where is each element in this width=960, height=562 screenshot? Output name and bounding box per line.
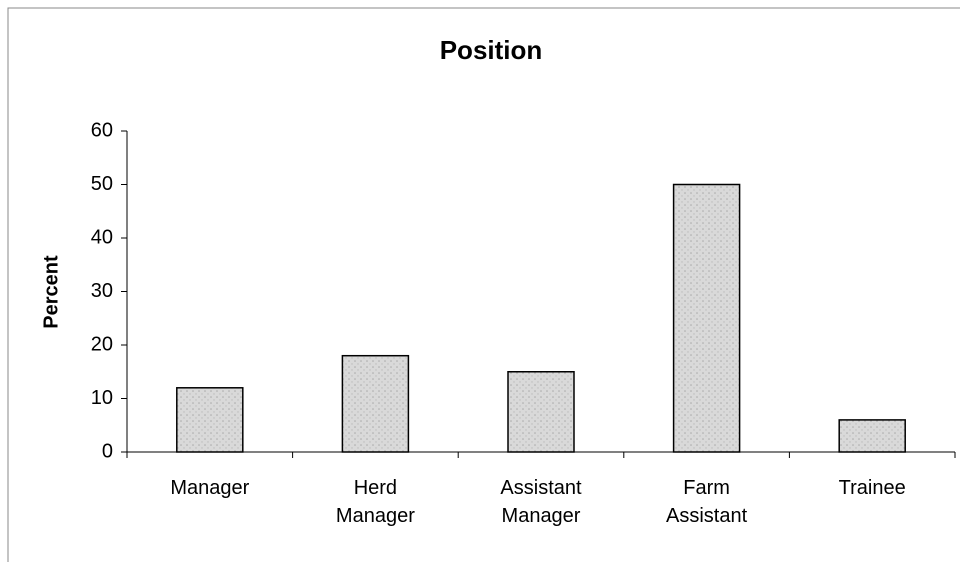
y-tick-label: 0	[102, 440, 113, 462]
x-tick-label: Manager	[170, 477, 250, 499]
y-tick-label: 60	[91, 119, 113, 141]
chart-frame	[7, 7, 960, 562]
x-tick-label: Assistant Manager	[500, 477, 582, 527]
bar	[507, 371, 575, 453]
y-tick-label: 50	[91, 173, 113, 195]
x-tick-label: Farm Assistant	[666, 477, 748, 527]
y-tick-label: 10	[91, 387, 113, 409]
bar	[838, 419, 906, 453]
bar	[341, 354, 410, 453]
y-tick-label: 40	[91, 226, 113, 248]
y-tick-label: 20	[91, 333, 113, 355]
x-tick-label: Herd Manager	[335, 477, 415, 527]
y-axis-label: Percent	[40, 255, 62, 329]
x-tick-label: Trainee	[838, 477, 906, 499]
chart-title: Position	[440, 35, 543, 65]
y-tick-label: 30	[91, 280, 113, 302]
bar	[176, 387, 244, 453]
bar	[672, 183, 741, 453]
